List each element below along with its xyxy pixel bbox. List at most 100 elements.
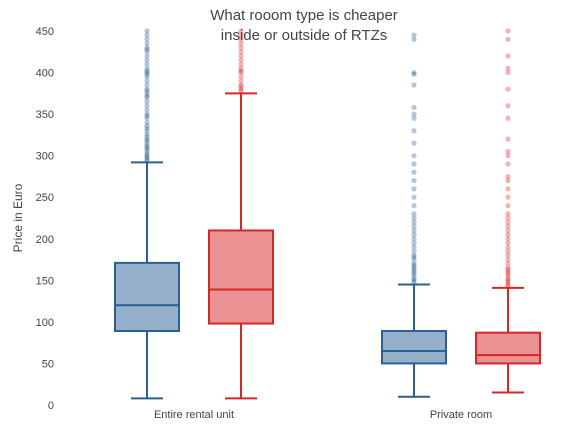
outlier-point xyxy=(505,86,511,92)
outlier-point xyxy=(411,254,417,260)
outlier-point xyxy=(411,252,417,258)
outlier-point xyxy=(505,211,511,217)
outlier-point xyxy=(411,261,417,267)
outlier-point xyxy=(144,40,150,47)
outlier-point xyxy=(238,84,244,90)
box-iqr xyxy=(208,229,274,325)
outlier-point xyxy=(144,151,150,157)
outlier-point xyxy=(505,148,511,155)
y-tick-label: 0 xyxy=(48,400,54,412)
outlier-point xyxy=(505,103,511,109)
outlier-point xyxy=(238,65,244,71)
outlier-point xyxy=(144,123,150,129)
outlier-point xyxy=(505,36,511,42)
outlier-point xyxy=(144,49,150,55)
outlier-point xyxy=(238,57,244,63)
outlier-point xyxy=(144,154,150,160)
outlier-point xyxy=(411,202,417,209)
outlier-point xyxy=(411,277,417,283)
outlier-point xyxy=(411,248,417,254)
outlier-point xyxy=(144,119,150,126)
outlier-point xyxy=(238,32,244,38)
y-axis-label: Price in Euro xyxy=(11,183,25,252)
outlier-point xyxy=(144,61,150,67)
outlier-point xyxy=(144,45,150,51)
outlier-point xyxy=(505,173,511,180)
outlier-point xyxy=(144,46,150,52)
y-tick-label: 450 xyxy=(36,26,54,38)
outlier-point xyxy=(411,161,417,167)
outlier-point xyxy=(411,104,417,111)
outlier-point xyxy=(238,74,244,80)
outlier-point xyxy=(505,194,511,200)
outlier-point xyxy=(505,186,511,192)
box-iqr xyxy=(114,261,180,333)
outlier-point xyxy=(411,32,417,38)
outlier-point xyxy=(411,178,417,184)
outlier-point xyxy=(144,111,150,117)
box-iqr xyxy=(475,331,541,365)
outlier-point xyxy=(411,256,417,263)
outlier-point xyxy=(411,265,417,271)
outlier-point xyxy=(411,219,417,225)
chart-title-line: inside or outside of RTZs xyxy=(221,27,387,44)
outlier-point xyxy=(411,244,417,250)
outlier-point xyxy=(238,61,244,67)
outlier-point xyxy=(238,78,244,84)
outlier-point xyxy=(144,93,150,99)
outlier-point xyxy=(411,36,417,42)
outlier-point xyxy=(505,266,511,273)
outlier-point xyxy=(505,115,511,121)
outlier-point xyxy=(505,65,511,71)
outlier-point xyxy=(144,103,150,109)
outlier-point xyxy=(411,269,417,275)
outlier-point xyxy=(411,232,417,238)
outlier-point xyxy=(505,161,511,167)
outlier-point xyxy=(411,223,417,229)
outlier-point xyxy=(505,273,511,279)
outlier-point xyxy=(505,28,511,34)
outlier-point xyxy=(238,68,244,74)
outlier-point xyxy=(505,240,511,246)
outlier-point xyxy=(505,178,511,184)
y-tick-label: 300 xyxy=(36,151,54,163)
outlier-point xyxy=(411,227,417,234)
outlier-point xyxy=(238,28,244,34)
outlier-point xyxy=(505,236,511,242)
outlier-point xyxy=(411,128,417,134)
outlier-point xyxy=(144,71,150,77)
outlier-point xyxy=(144,74,150,80)
outlier-point xyxy=(144,113,150,119)
outlier-point xyxy=(505,271,511,277)
outlier-point xyxy=(144,138,150,144)
outlier-point xyxy=(238,86,244,92)
outlier-point xyxy=(238,82,244,88)
y-tick-label: 100 xyxy=(36,317,54,329)
box-iqr xyxy=(381,330,447,365)
outlier-point xyxy=(411,215,417,221)
outlier-point xyxy=(411,82,417,88)
outlier-point xyxy=(505,136,511,142)
outlier-point xyxy=(505,232,511,238)
x-tick-label: Entire rental unit xyxy=(154,409,234,421)
outlier-point xyxy=(505,277,511,283)
y-tick-label: 350 xyxy=(36,109,54,121)
outlier-point xyxy=(144,65,150,71)
outlier-point xyxy=(144,57,150,63)
outlier-point xyxy=(144,28,150,34)
outlier-point xyxy=(411,266,417,273)
outlier-point xyxy=(238,36,244,42)
outlier-point xyxy=(144,36,150,42)
outlier-point xyxy=(505,215,511,221)
outlier-point xyxy=(144,136,150,142)
outlier-point xyxy=(411,186,417,192)
outlier-point xyxy=(144,94,150,101)
outlier-point xyxy=(411,279,417,285)
outlier-point xyxy=(144,78,150,84)
outlier-point xyxy=(505,256,511,263)
outlier-point xyxy=(144,82,150,88)
outlier-point xyxy=(238,49,244,55)
x-tick-label: Private room xyxy=(430,409,492,421)
outlier-point xyxy=(144,32,150,38)
